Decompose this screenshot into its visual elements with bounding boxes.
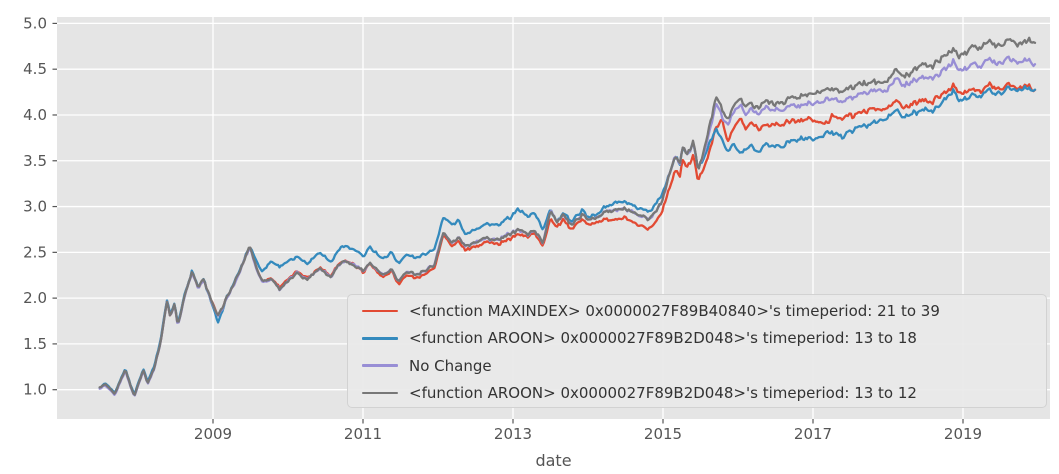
legend-line-swatch (362, 391, 398, 395)
y-tick-label: 3.0 (23, 198, 47, 216)
y-tick-label: 1.0 (23, 381, 47, 399)
legend-item: No Change (362, 352, 1046, 379)
legend: <function MAXINDEX> 0x0000027F89B40840>'… (347, 294, 1047, 408)
x-axis-title: date (535, 451, 572, 470)
y-tick-label: 2.0 (23, 289, 47, 307)
series-line (98, 36, 1037, 396)
x-tick-label: 2013 (494, 425, 532, 443)
legend-item: <function AROON> 0x0000027F89B2D048>'s t… (362, 325, 1046, 352)
legend-label: <function MAXINDEX> 0x0000027F89B40840>'… (409, 301, 940, 320)
y-tick-label: 2.5 (23, 243, 47, 261)
x-tick-label: 2009 (194, 425, 232, 443)
legend-item: <function MAXINDEX> 0x0000027F89B40840>'… (362, 297, 1046, 324)
legend-line-swatch (362, 364, 398, 368)
legend-line-swatch (362, 336, 398, 340)
y-tick-label: 1.5 (23, 335, 47, 353)
x-tick-label: 2019 (944, 425, 982, 443)
x-tick-label: 2011 (344, 425, 382, 443)
legend-label: No Change (409, 356, 492, 375)
y-tick-label: 5.0 (23, 14, 47, 32)
legend-label: <function AROON> 0x0000027F89B2D048>'s t… (409, 329, 917, 348)
x-tick-label: 2015 (644, 425, 682, 443)
legend-line-swatch (362, 309, 398, 313)
x-tick-label: 2017 (794, 425, 832, 443)
y-tick-label: 3.5 (23, 152, 47, 170)
series-line (98, 85, 1037, 395)
y-tick-label: 4.5 (23, 60, 47, 78)
legend-item: <function AROON> 0x0000027F89B2D048>'s t… (362, 380, 1046, 407)
legend-label: <function AROON> 0x0000027F89B2D048>'s t… (409, 384, 917, 403)
y-tick-label: 4.0 (23, 106, 47, 124)
